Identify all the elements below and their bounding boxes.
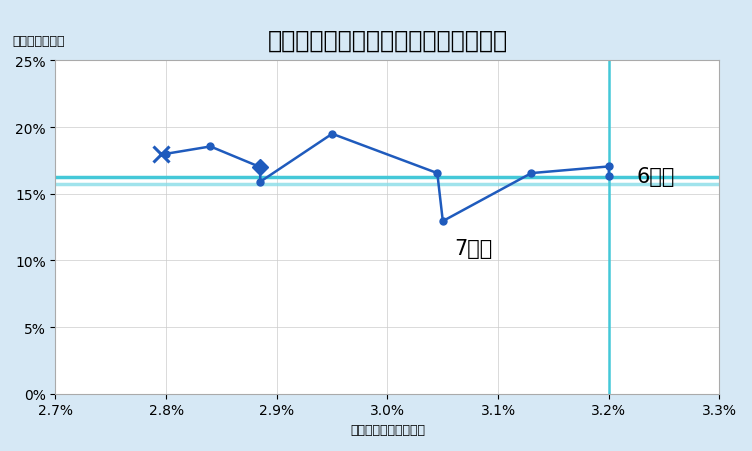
Text: 6年目: 6年目 — [636, 166, 675, 186]
Text: 売上高総利益率: 売上高総利益率 — [12, 35, 65, 48]
Text: 7年目: 7年目 — [454, 239, 492, 259]
X-axis label: 売上高研究開発費比率: 売上高研究開発費比率 — [350, 423, 425, 436]
Title: 川崎重工　研究開発費比率・総利益率: 川崎重工 研究開発費比率・総利益率 — [268, 28, 508, 52]
